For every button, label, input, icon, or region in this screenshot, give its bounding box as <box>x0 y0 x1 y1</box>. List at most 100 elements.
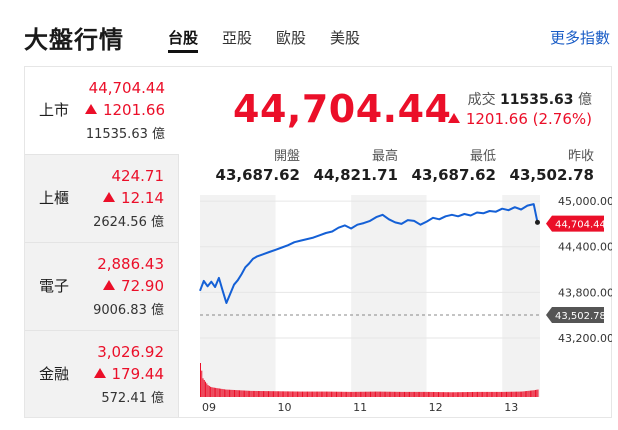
volume-bar <box>284 391 286 397</box>
index-item-otc[interactable]: 上櫃 424.71 12.14 2624.56 億 <box>25 155 179 243</box>
tab-europe[interactable]: 歐股 <box>276 29 307 47</box>
more-indices-link[interactable]: 更多指數 <box>549 29 610 47</box>
volume-bar <box>367 391 369 397</box>
volume-bar <box>395 391 397 397</box>
volume-bar <box>373 391 375 397</box>
volume-bar <box>334 391 336 397</box>
volume-bar <box>265 391 267 397</box>
volume-bar <box>387 391 389 397</box>
index-name: 金融 <box>39 365 70 383</box>
volume-bar <box>349 391 351 397</box>
volume-bar <box>220 388 222 397</box>
volume-bar <box>473 391 475 397</box>
volume-bar <box>250 390 252 397</box>
index-item-finance[interactable]: 金融 3,026.92 179.44 572.41 億 <box>25 331 179 417</box>
tab-asia[interactable]: 亞股 <box>222 29 253 47</box>
market-panel: 上市 44,704.44 1201.66 11535.63 億 上櫃 424.7… <box>24 66 612 418</box>
volume-bar <box>304 391 306 397</box>
volume-bar <box>404 391 405 397</box>
volume-bar <box>207 385 209 397</box>
volume-bar <box>474 391 476 397</box>
index-volume: 572.41 億 <box>101 391 164 406</box>
volume-bar <box>526 391 528 397</box>
index-name: 上市 <box>39 101 70 119</box>
volume-bar <box>221 388 223 397</box>
volume-bar <box>205 381 207 397</box>
volume-bar <box>317 391 319 397</box>
volume-bar <box>393 391 395 397</box>
volume-bar <box>330 391 332 397</box>
volume-bar <box>359 391 361 397</box>
volume-bar <box>402 391 404 397</box>
volume-bar <box>424 391 426 397</box>
volume-bar <box>502 391 504 397</box>
volume-bar <box>276 391 278 397</box>
volume-bar <box>200 363 201 397</box>
up-arrow-icon <box>103 280 116 290</box>
volume-bar <box>484 391 486 397</box>
volume-bar <box>513 391 515 397</box>
volume-bar <box>268 391 269 397</box>
volume-bar <box>521 391 523 397</box>
volume-bar <box>217 388 219 397</box>
volume-bar <box>225 389 227 397</box>
volume-bar <box>218 388 220 397</box>
volume-bar <box>332 391 334 397</box>
volume-bar <box>519 391 521 397</box>
volume-bar <box>529 390 531 397</box>
intraday-chart[interactable]: 45,000.00 44,400.00 43,800.00 43,200.00 44,7… <box>180 187 612 417</box>
volume-bar <box>451 392 453 397</box>
volume-bar <box>226 389 228 397</box>
volume-bar <box>382 391 384 397</box>
volume-bar <box>417 391 419 397</box>
volume-bar <box>414 391 416 397</box>
volume-bar <box>483 391 485 397</box>
index-item-electronics[interactable]: 電子 2,886.43 72.90 9006.83 億 <box>25 243 179 331</box>
volume-bar <box>494 391 496 397</box>
volume-bar <box>469 392 471 397</box>
volume-bar <box>532 390 534 397</box>
volume-bar <box>497 391 499 397</box>
index-change-value: 1201.66 <box>102 101 165 119</box>
volume-bar <box>325 391 327 397</box>
volume-bar <box>264 391 266 397</box>
volume-bar <box>378 391 380 397</box>
volume-bar <box>427 391 429 397</box>
last-price-label: 44,704.44 <box>555 220 606 231</box>
stat-open: 開盤 43,687.62 <box>216 145 300 184</box>
volume-bar <box>313 391 315 397</box>
volume-bar <box>275 391 277 397</box>
index-change: 179.44 <box>93 365 164 383</box>
volume-bar <box>363 391 365 397</box>
volume-bar <box>441 392 443 397</box>
volume-bar <box>528 390 530 397</box>
volume-bar <box>380 391 382 397</box>
x-tick-label: 12 <box>429 401 443 414</box>
volume-bar <box>261 391 263 397</box>
volume-bar <box>426 391 428 397</box>
volume-bar <box>203 380 205 397</box>
volume-bar <box>310 391 312 397</box>
volume-bar <box>213 387 215 397</box>
tab-us[interactable]: 美股 <box>330 29 361 47</box>
volume-bar <box>370 391 371 397</box>
volume-bar <box>210 386 212 397</box>
volume-bar <box>397 391 399 397</box>
volume-bar <box>478 391 480 397</box>
volume-bar <box>366 391 368 397</box>
volume-bar <box>290 391 292 397</box>
volume-bar <box>524 391 526 397</box>
volume-bar <box>406 391 408 397</box>
tab-tw[interactable]: 台股 <box>168 27 199 53</box>
volume-bar <box>312 391 314 397</box>
index-item-listed[interactable]: 上市 44,704.44 1201.66 11535.63 億 <box>25 67 179 155</box>
index-volume: 9006.83 億 <box>93 303 164 318</box>
volume-bar <box>302 391 303 397</box>
hour-band <box>200 195 276 397</box>
page-title: 大盤行情 <box>24 26 124 54</box>
volume-bar <box>215 387 217 397</box>
index-price: 3,026.92 <box>97 343 164 361</box>
volume-bar <box>237 390 239 397</box>
volume-bar <box>354 391 356 397</box>
stat-high: 最高 44,821.71 <box>314 145 398 184</box>
